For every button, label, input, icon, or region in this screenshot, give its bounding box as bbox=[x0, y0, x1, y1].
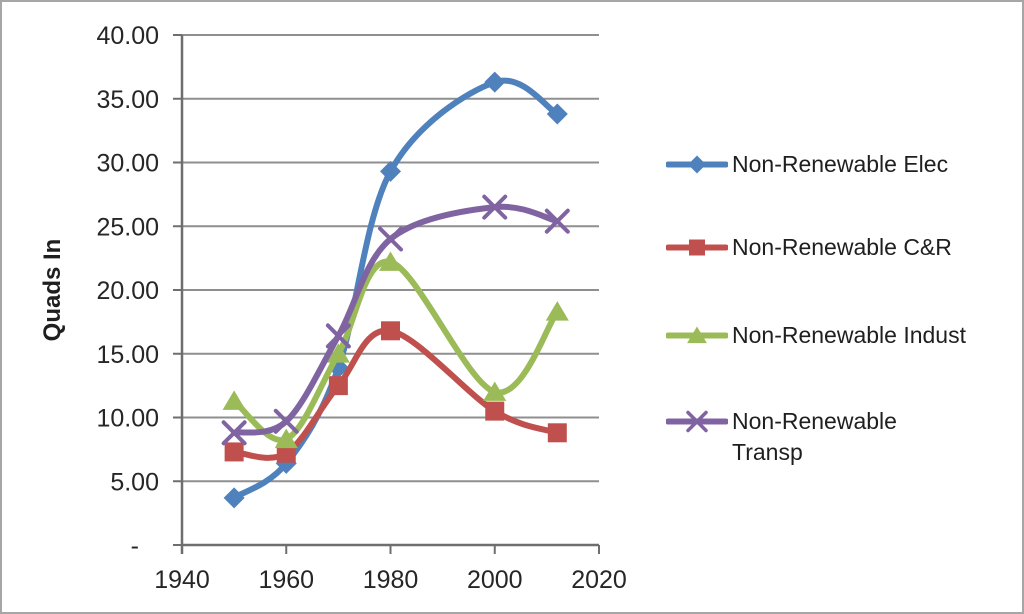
y-tick-label: 10.00 bbox=[96, 405, 159, 433]
legend-triangle-icon bbox=[666, 326, 728, 344]
series-non-renewable-transp-x-marker bbox=[544, 208, 570, 234]
y-tick-label: 40.00 bbox=[96, 22, 159, 50]
legend-label: Non-Renewable Elec bbox=[732, 151, 949, 177]
x-tick-label: 1960 bbox=[258, 566, 314, 594]
series-non-renewable-c-r-square-marker bbox=[381, 321, 400, 341]
legend-square-icon bbox=[666, 239, 728, 256]
series-non-renewable-indust-triangle-marker bbox=[378, 251, 403, 271]
series-non-renewable-c-r-square-marker bbox=[224, 442, 244, 462]
legend-item-non-renewable-indust: Non-Renewable Indust bbox=[666, 320, 972, 351]
series-non-renewable-c-r-square-marker bbox=[485, 401, 505, 421]
series-non-renewable-transp-x-marker bbox=[482, 194, 508, 220]
series-non-renewable-elec-diamond-marker bbox=[380, 160, 401, 182]
legend-label: Non-Renewable C&R bbox=[732, 234, 952, 260]
legend-item-non-renewable-transp: Non-Renewable Transp bbox=[666, 406, 972, 468]
legend-diamond-icon bbox=[666, 155, 728, 174]
y-tick-label: 15.00 bbox=[96, 341, 159, 369]
y-tick-label: - bbox=[131, 532, 139, 560]
series-non-renewable-elec-diamond-marker bbox=[223, 487, 245, 509]
y-tick-label: 5.00 bbox=[110, 468, 159, 496]
series-non-renewable-indust-triangle-marker bbox=[274, 428, 298, 449]
legend-triangle-marker bbox=[687, 326, 707, 344]
y-tick-label: 20.00 bbox=[96, 277, 159, 305]
y-tick-label: 35.00 bbox=[96, 86, 159, 114]
series-non-renewable-transp-x-marker bbox=[221, 420, 247, 446]
series-non-renewable-c-r-square-marker bbox=[547, 423, 567, 443]
legend-x-icon bbox=[666, 410, 728, 433]
legend-label: Non-Renewable Transp bbox=[732, 408, 897, 465]
series-non-renewable-indust-triangle-marker bbox=[326, 343, 350, 363]
y-tick-label: 30.00 bbox=[96, 150, 159, 178]
x-tick-label: 1940 bbox=[154, 566, 210, 594]
legend-diamond-marker bbox=[688, 155, 706, 174]
series-non-renewable-c-r-square-marker bbox=[276, 443, 296, 463]
y-tick-label: 25.00 bbox=[96, 213, 159, 241]
x-tick-label: 2000 bbox=[467, 566, 523, 594]
legend-square-marker bbox=[689, 239, 705, 256]
x-tick-label: 2020 bbox=[571, 566, 627, 594]
x-tick-label: 1980 bbox=[363, 566, 419, 594]
legend-item-non-renewable-c-r: Non-Renewable C&R bbox=[666, 232, 972, 263]
legend-label: Non-Renewable Indust bbox=[732, 322, 966, 348]
y-axis-title: Quads In bbox=[39, 238, 66, 342]
series-non-renewable-transp-x-marker bbox=[325, 323, 351, 349]
legend: Non-Renewable Elec Non-Renewable C&R Non-R… bbox=[666, 2, 1022, 612]
legend-item-non-renewable-elec: Non-Renewable Elec bbox=[666, 149, 972, 180]
series-non-renewable-indust-triangle-marker bbox=[545, 301, 569, 321]
series-non-renewable-elec-diamond-marker bbox=[546, 103, 568, 125]
series-line-non-renewable-indust bbox=[231, 258, 561, 444]
series-non-renewable-c-r-square-marker bbox=[328, 376, 348, 396]
series-non-renewable-indust-triangle-marker bbox=[483, 381, 507, 401]
legend-x-marker bbox=[686, 410, 708, 433]
series-non-renewable-transp-x-marker bbox=[378, 226, 403, 252]
series-non-renewable-indust-triangle-marker bbox=[222, 390, 246, 410]
series-non-renewable-elec-diamond-marker bbox=[484, 71, 506, 93]
series-line-non-renewable-transp bbox=[231, 203, 561, 436]
series-non-renewable-transp-x-marker bbox=[273, 408, 299, 434]
